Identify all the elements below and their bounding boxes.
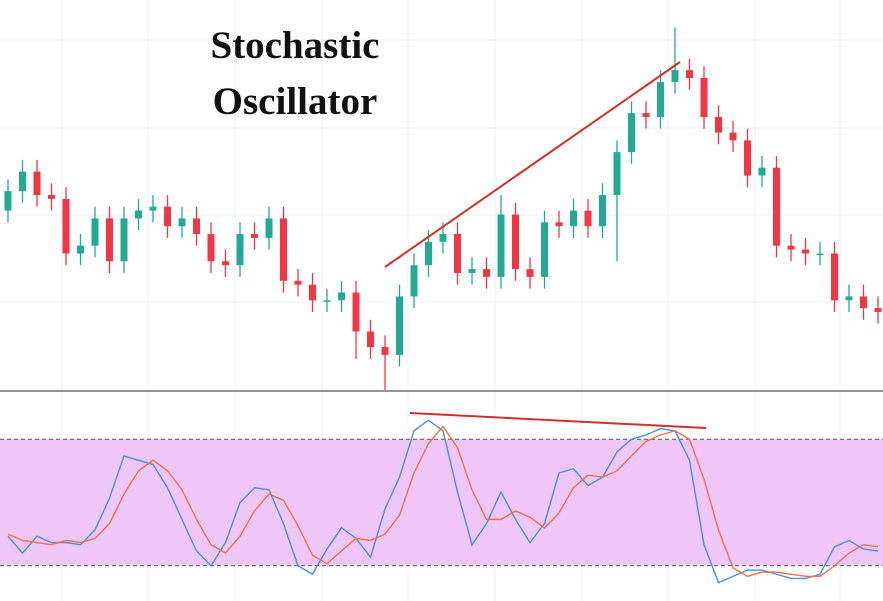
candle-body [135,210,142,219]
candle-body [454,234,461,273]
candle-body [178,218,186,227]
candle-body [33,171,41,195]
candle-body [236,234,244,266]
trend-line [409,412,707,429]
candle-body [700,78,708,117]
candle-body [4,191,12,211]
candle-body [686,70,693,78]
oscillator-line [7,419,879,584]
candle-body [541,222,548,277]
candle-body [657,81,664,117]
candle-body [425,241,432,266]
candle-body [381,347,389,355]
candle-body [628,113,635,153]
candle-body [483,269,490,277]
candle-body [19,171,26,192]
candle-body [729,132,737,141]
candle-body [860,296,867,309]
candle-body [251,234,258,238]
chart-title: Stochastic Oscillator [210,24,380,123]
candle-body [613,152,621,195]
candle-body [831,253,838,301]
candle-body [599,195,606,227]
candle-body [744,140,751,176]
overbought-oversold-band [0,439,883,566]
candle-body [671,70,679,82]
candle-body [77,245,84,254]
candle-body [265,218,273,238]
trend-line [384,61,681,268]
candle-body [309,284,316,301]
candle-body [874,308,882,312]
candle-body [106,218,113,262]
candle-body [570,210,577,227]
candle-body [164,206,171,227]
candle-body [222,261,229,266]
candle-body [773,167,780,246]
candle-body [512,214,519,270]
candle-body [787,245,795,250]
candle-body [352,292,360,332]
candle-body [280,218,287,281]
candle-body [91,218,99,246]
candle-body [584,210,592,227]
candle-body [555,222,563,227]
candle-body [410,265,418,297]
candle-body [526,269,534,277]
candle-body [120,218,128,262]
price-panel [4,27,882,390]
candle-body [439,234,447,242]
oscillator-line [7,425,879,578]
candle-body [207,234,215,262]
candle-body [845,296,853,301]
oscillator-panel [0,419,883,584]
candle-body [497,214,505,277]
candle-body [62,198,70,254]
candle-body [802,249,809,254]
candle-body [294,280,302,285]
candle-body [468,269,476,273]
candle-body [758,167,766,176]
candle-body [338,292,345,301]
candle-body [642,113,650,117]
candle-body [48,195,55,199]
candle-body [149,206,157,211]
candle-body [193,218,200,234]
candle-body [367,331,374,348]
candle-body [323,300,331,302]
candle-body [715,117,722,133]
candle-body [396,296,403,355]
candle-body [816,253,824,255]
